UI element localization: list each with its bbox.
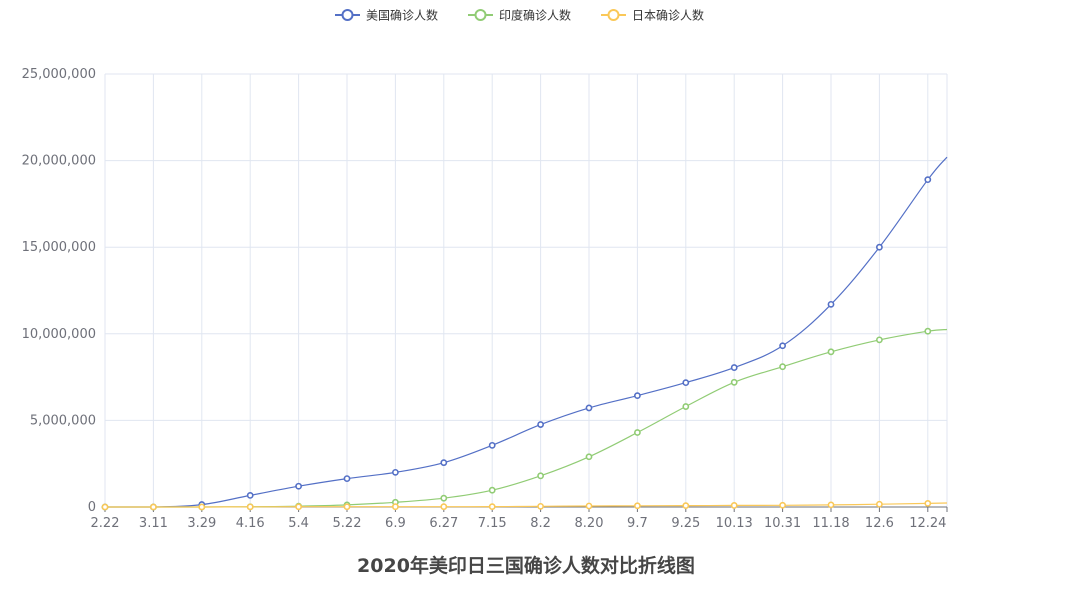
legend-item[interactable]: 美国确诊人数	[335, 8, 438, 23]
series-line	[104, 328, 948, 508]
data-point[interactable]	[634, 392, 641, 400]
legend-item[interactable]: 印度确诊人数	[468, 8, 571, 23]
legend-marker-icon	[607, 9, 620, 21]
legend[interactable]: 美国确诊人数 印度确诊人数 日本确诊人数	[335, 8, 704, 23]
data-point[interactable]	[634, 502, 641, 510]
data-point[interactable]	[537, 502, 544, 510]
y-tick-label: 20,000,000	[22, 154, 96, 169]
data-point[interactable]	[246, 503, 254, 511]
data-point[interactable]	[634, 429, 641, 436]
y-tick-label: 5,000,000	[30, 413, 96, 428]
x-tick-label: 7.15	[478, 516, 507, 531]
data-point[interactable]	[585, 453, 593, 461]
data-point[interactable]	[488, 441, 496, 449]
y-tick-label: 0	[88, 500, 96, 515]
data-point[interactable]	[876, 336, 883, 344]
x-tick-label: 10.13	[716, 516, 753, 531]
legend-label: 美国确诊人数	[366, 8, 438, 23]
x-tick-label: 6.27	[429, 516, 458, 531]
data-point[interactable]	[440, 459, 448, 467]
legend-marker-icon	[474, 9, 487, 21]
data-point[interactable]	[537, 472, 544, 480]
legend-item[interactable]: 日本确诊人数	[601, 8, 704, 23]
x-tick-label: 9.7	[627, 516, 648, 531]
x-tick-label: 6.9	[385, 516, 406, 531]
series-line	[104, 156, 948, 508]
data-point[interactable]	[295, 482, 302, 490]
data-point[interactable]	[488, 503, 496, 511]
data-point[interactable]	[391, 468, 399, 476]
x-tick-label: 5.22	[333, 516, 362, 531]
data-point[interactable]	[682, 379, 690, 387]
data-point[interactable]	[585, 502, 593, 510]
x-tick-label: 12.6	[865, 516, 894, 531]
data-point[interactable]	[876, 243, 883, 251]
x-tick-label: 5.4	[288, 516, 309, 531]
data-point[interactable]	[827, 348, 835, 356]
data-point[interactable]	[924, 176, 932, 184]
axes: 0 5,000,000 10,000,000 15,000,000 20,000,000…	[22, 67, 948, 531]
data-point[interactable]	[779, 501, 786, 509]
data-point[interactable]	[198, 503, 206, 511]
data-point[interactable]	[246, 491, 254, 499]
x-tick-label: 4.16	[236, 516, 265, 531]
y-tick-label: 25,000,000	[22, 67, 96, 82]
data-point[interactable]	[295, 503, 302, 511]
data-point[interactable]	[149, 503, 157, 511]
series-1	[101, 327, 948, 511]
x-tick-label: 3.11	[139, 516, 168, 531]
data-point[interactable]	[779, 363, 786, 371]
data-point[interactable]	[730, 364, 738, 371]
legend-marker-icon	[341, 9, 354, 21]
series-line	[104, 502, 948, 508]
data-point[interactable]	[343, 503, 351, 511]
data-point[interactable]	[827, 300, 835, 308]
data-point[interactable]	[391, 503, 399, 511]
data-point[interactable]	[924, 499, 932, 507]
x-tick-label: 10.31	[764, 516, 801, 531]
data-point[interactable]	[682, 403, 690, 410]
series-layer	[101, 156, 948, 511]
x-tick-label: 8.20	[575, 516, 604, 531]
data-point[interactable]	[585, 404, 593, 412]
x-tick-label: 2.22	[91, 516, 120, 531]
x-tick-label: 3.29	[187, 516, 216, 531]
legend-label: 日本确诊人数	[632, 8, 704, 23]
data-point[interactable]	[876, 500, 883, 508]
grid-lines	[104, 73, 948, 507]
data-point[interactable]	[343, 475, 351, 482]
x-tick-label: 9.25	[671, 516, 700, 531]
data-point[interactable]	[101, 503, 109, 511]
data-point[interactable]	[440, 494, 448, 502]
data-point[interactable]	[440, 503, 448, 511]
series-2	[101, 499, 948, 511]
data-point[interactable]	[730, 502, 738, 509]
data-point[interactable]	[537, 421, 544, 428]
data-point[interactable]	[924, 327, 932, 335]
legend-label: 印度确诊人数	[499, 8, 571, 23]
data-point[interactable]	[682, 502, 690, 510]
data-point[interactable]	[827, 501, 835, 509]
data-point[interactable]	[730, 378, 738, 386]
y-tick-label: 10,000,000	[22, 327, 96, 342]
chart-title: 2020年美印日三国确诊人数对比折线图	[357, 554, 695, 577]
x-tick-label: 11.18	[812, 516, 849, 531]
x-tick-label: 12.24	[909, 516, 946, 531]
x-tick-label: 8.2	[530, 516, 551, 531]
y-tick-label: 15,000,000	[22, 240, 96, 255]
data-point[interactable]	[779, 342, 786, 350]
data-point[interactable]	[488, 486, 496, 494]
